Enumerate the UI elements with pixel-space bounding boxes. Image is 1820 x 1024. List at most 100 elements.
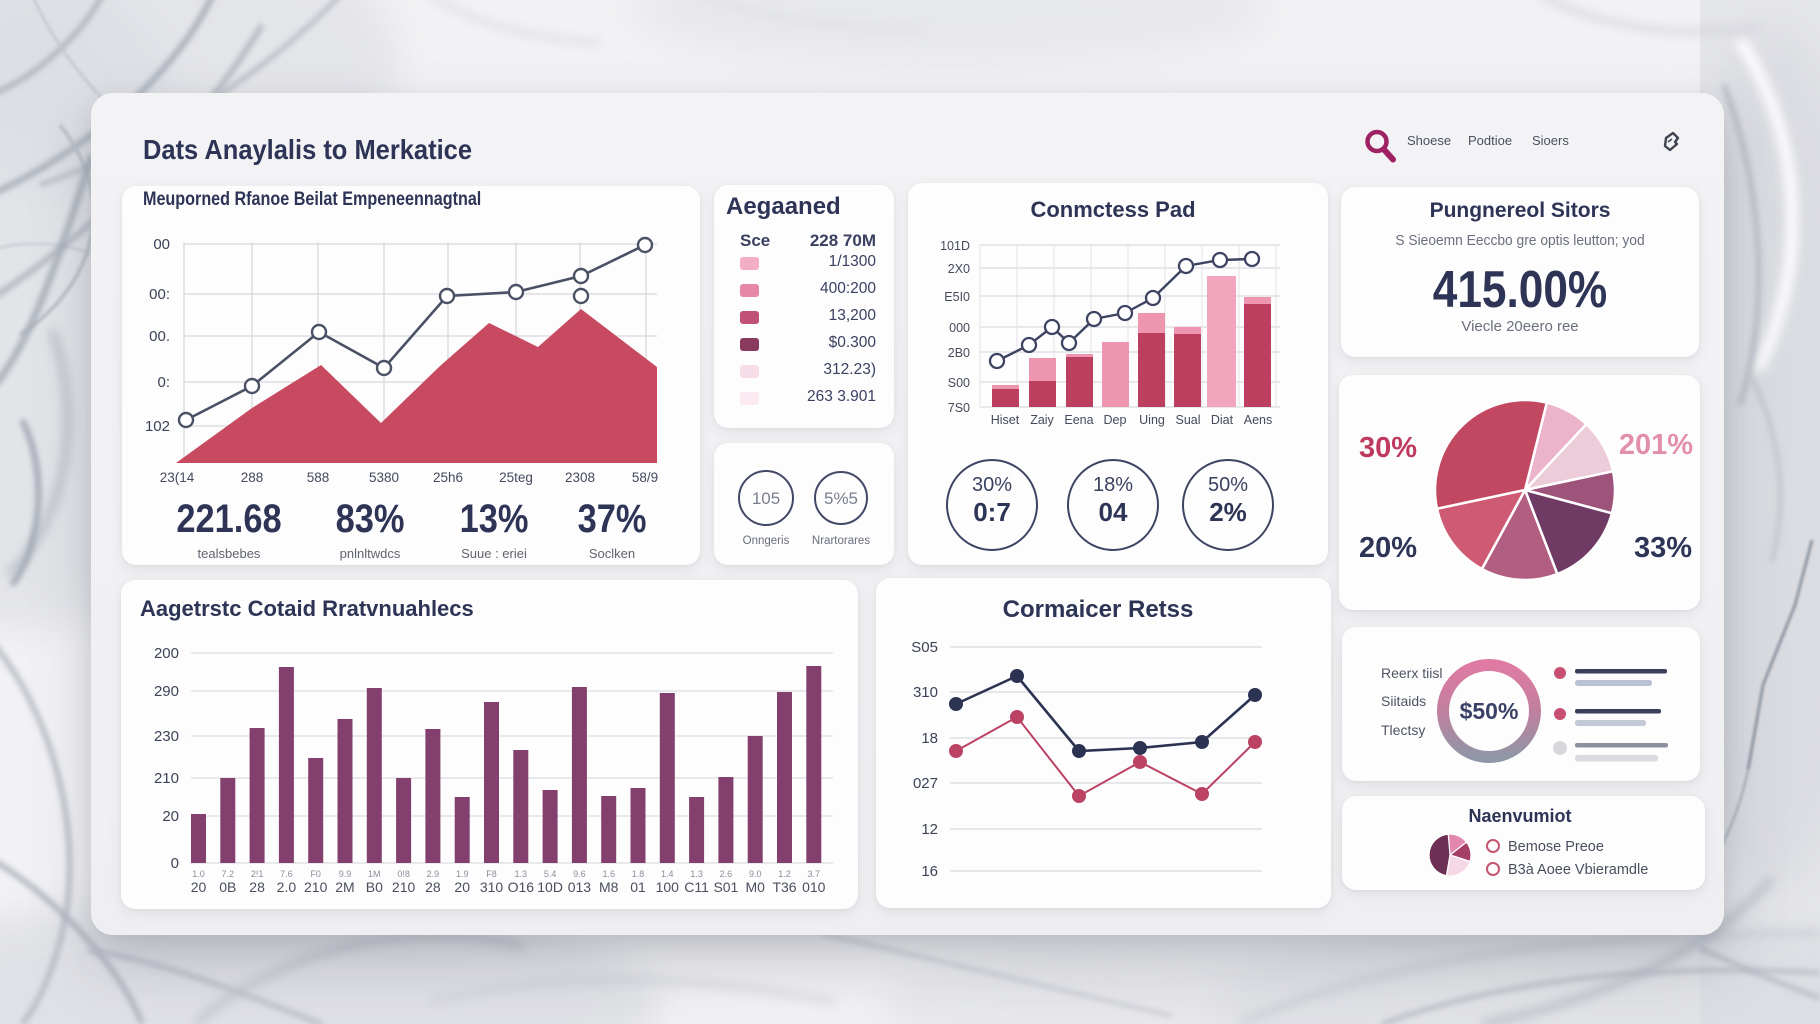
svg-text:F8: F8 [486, 869, 497, 879]
svg-text:9.0: 9.0 [749, 869, 762, 879]
svg-text:F0: F0 [310, 869, 321, 879]
svg-text:5%5: 5%5 [824, 489, 858, 508]
svg-text:28: 28 [425, 879, 441, 895]
svg-text:1.3: 1.3 [515, 869, 528, 879]
svg-text:2!1: 2!1 [251, 869, 264, 879]
svg-text:588: 588 [307, 470, 330, 485]
svg-text:Onngeris: Onngeris [743, 535, 790, 547]
svg-text:310: 310 [480, 879, 504, 895]
svg-text:Aens: Aens [1244, 413, 1273, 427]
svg-text:Naenvumiot: Naenvumiot [1468, 806, 1571, 826]
svg-text:027: 027 [913, 775, 938, 792]
svg-text:1.9: 1.9 [456, 869, 469, 879]
svg-text:0: 0 [171, 855, 179, 872]
svg-text:000: 000 [949, 321, 970, 335]
svg-text:7S0: 7S0 [948, 401, 970, 415]
svg-text:25h6: 25h6 [433, 470, 463, 485]
svg-text:1.8: 1.8 [632, 869, 645, 879]
svg-text:20: 20 [454, 879, 470, 895]
svg-text:30%: 30% [972, 474, 1012, 496]
svg-text:01: 01 [630, 879, 646, 895]
svg-text:230: 230 [154, 728, 179, 745]
svg-text:1.6: 1.6 [602, 869, 615, 879]
svg-text:1M: 1M [368, 869, 381, 879]
svg-text:Dep: Dep [1104, 413, 1127, 427]
svg-text:5.4: 5.4 [544, 869, 557, 879]
svg-text:3.7: 3.7 [808, 869, 821, 879]
svg-text:0:7: 0:7 [973, 497, 1011, 527]
svg-text:9.6: 9.6 [573, 869, 586, 879]
svg-text:Nrartorares: Nrartorares [812, 535, 870, 547]
svg-text:30%: 30% [1359, 432, 1417, 464]
svg-text:Reerx tiisl: Reerx tiisl [1381, 665, 1442, 681]
svg-text:010: 010 [802, 879, 826, 895]
svg-text:Cormaicer Retss: Cormaicer Retss [1003, 596, 1194, 623]
svg-text:2.0: 2.0 [277, 879, 297, 895]
svg-text:290: 290 [154, 683, 179, 700]
svg-text:Eena: Eena [1064, 413, 1093, 427]
svg-text:C11: C11 [684, 879, 709, 895]
svg-text:0!8: 0!8 [397, 869, 410, 879]
svg-text:Siitaids: Siitaids [1381, 693, 1426, 709]
svg-text:1.2: 1.2 [778, 869, 791, 879]
svg-text:B0: B0 [366, 879, 383, 895]
svg-text:2B0: 2B0 [948, 346, 970, 360]
svg-text:2X0: 2X0 [948, 262, 970, 276]
svg-text:310: 310 [913, 684, 938, 701]
svg-text:20: 20 [162, 808, 179, 825]
svg-text:16: 16 [921, 863, 938, 880]
svg-text:Zaiy: Zaiy [1030, 413, 1054, 427]
svg-text:12: 12 [921, 821, 938, 838]
svg-text:013: 013 [568, 879, 592, 895]
svg-text:Bemose Preoe: Bemose Preoe [1508, 839, 1604, 855]
svg-text:B3à Aoee Vbieramdle: B3à Aoee Vbieramdle [1508, 862, 1648, 878]
svg-text:23(14: 23(14 [160, 470, 195, 485]
svg-text:7.2: 7.2 [222, 869, 235, 879]
svg-text:0B: 0B [219, 879, 236, 895]
svg-text:18: 18 [921, 730, 938, 747]
svg-text:S00: S00 [948, 376, 970, 390]
svg-text:1.4: 1.4 [661, 869, 674, 879]
svg-text:M0: M0 [745, 879, 765, 895]
svg-text:9.9: 9.9 [339, 869, 352, 879]
svg-text:200: 200 [154, 645, 179, 662]
svg-text:25teg: 25teg [499, 470, 533, 485]
svg-text:7.6: 7.6 [280, 869, 293, 879]
svg-text:28: 28 [249, 879, 265, 895]
svg-text:210: 210 [304, 879, 328, 895]
svg-text:10D: 10D [537, 879, 563, 895]
svg-text:2.9: 2.9 [427, 869, 440, 879]
svg-text:50%: 50% [1208, 474, 1248, 496]
svg-text:M8: M8 [599, 879, 619, 895]
svg-text:201%: 201% [1619, 429, 1693, 461]
svg-text:33%: 33% [1634, 532, 1692, 564]
svg-text:1.0: 1.0 [192, 869, 205, 879]
svg-text:2M: 2M [335, 879, 354, 895]
svg-text:210: 210 [154, 770, 179, 787]
svg-text:S05: S05 [911, 639, 938, 656]
svg-text:Conmctess Pad: Conmctess Pad [1030, 197, 1195, 222]
svg-text:O16: O16 [508, 879, 535, 895]
svg-text:$50%: $50% [1460, 698, 1519, 724]
svg-text:Sual: Sual [1175, 413, 1200, 427]
svg-text:102: 102 [145, 418, 170, 435]
svg-text:210: 210 [392, 879, 416, 895]
svg-text:Hiset: Hiset [991, 413, 1020, 427]
svg-text:00:: 00: [149, 286, 170, 303]
svg-text:Tlectsy: Tlectsy [1381, 722, 1425, 738]
svg-text:2%: 2% [1209, 497, 1247, 527]
svg-text:E5I0: E5I0 [944, 290, 970, 304]
svg-text:100: 100 [656, 879, 680, 895]
svg-text:58/9: 58/9 [632, 470, 658, 485]
svg-text:101D: 101D [940, 239, 970, 253]
svg-text:Uing: Uing [1139, 413, 1165, 427]
svg-text:1.3: 1.3 [690, 869, 703, 879]
svg-text:20: 20 [191, 879, 207, 895]
svg-text:S01: S01 [713, 879, 738, 895]
svg-text:105: 105 [752, 489, 780, 508]
svg-text:0:: 0: [157, 374, 170, 391]
svg-text:04: 04 [1099, 497, 1128, 527]
svg-text:Diat: Diat [1211, 413, 1234, 427]
svg-text:00: 00 [153, 236, 170, 253]
svg-text:2308: 2308 [565, 470, 595, 485]
